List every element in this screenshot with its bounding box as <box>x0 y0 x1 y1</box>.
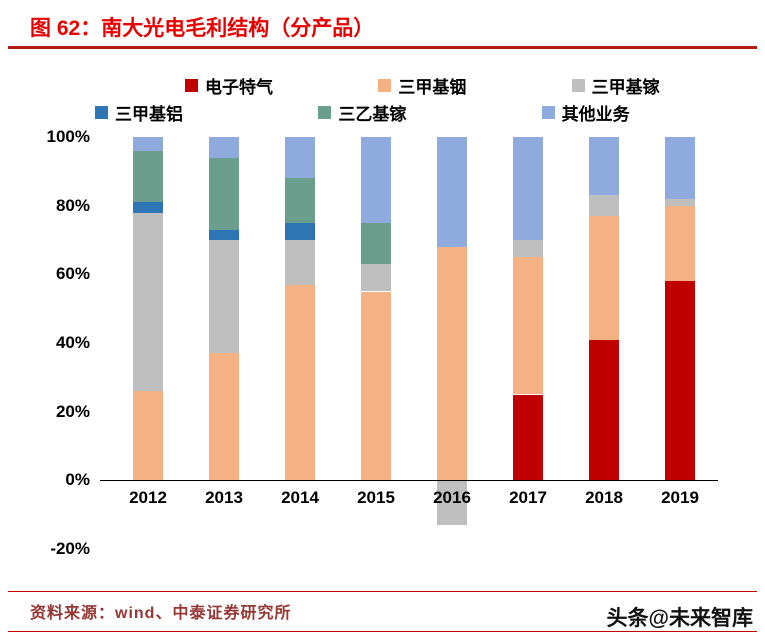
x-axis-label: 2017 <box>509 488 547 508</box>
bar-segment <box>361 137 391 223</box>
y-tick-label: 0% <box>65 470 90 490</box>
bar-segment <box>437 246 467 481</box>
footer-divider-bottom <box>8 631 757 632</box>
bar-segment <box>285 284 315 481</box>
bar-segment <box>133 391 163 481</box>
footer-divider-top <box>8 591 757 592</box>
legend-swatch <box>541 106 555 119</box>
bar-segment <box>589 215 619 340</box>
legend-item-4: 三乙基镓 <box>318 100 541 125</box>
bar-segment <box>209 240 239 354</box>
bar-segment <box>361 291 391 481</box>
legend-swatch <box>318 106 332 119</box>
legend-row: 三甲基铝 三乙基镓 其他业务 <box>0 99 765 126</box>
legend-item-1: 三甲基铟 <box>378 73 571 98</box>
legend-swatch <box>185 79 198 92</box>
bar-segment <box>513 394 543 481</box>
legend-label: 其他业务 <box>561 105 630 124</box>
legend-swatch <box>571 79 585 92</box>
legend-label: 电子特气 <box>205 78 273 97</box>
bar-segment <box>133 137 163 151</box>
y-axis-labels: 100% 80% 60% 40% 20% 0% -20% <box>0 0 92 638</box>
x-axis-label: 2012 <box>129 488 167 508</box>
watermark: 头条@未来智库 <box>606 607 753 630</box>
bar-segment <box>665 137 695 199</box>
x-axis-label: 2016 <box>433 488 471 508</box>
bar-segment <box>285 240 315 285</box>
source-text: 资料来源：wind、中泰证券研究所 <box>30 605 292 622</box>
legend-row: 电子特气 三甲基铟 三甲基镓 <box>0 72 765 99</box>
x-axis-line <box>100 480 718 482</box>
bar-segment <box>513 257 543 395</box>
stacked-bar-chart: 2012 2013 2014 2015 2016 2017 2018 2019 <box>100 137 718 597</box>
y-tick-label: -20% <box>50 539 90 558</box>
figure-title: 图 62：南大光电毛利结构（分产品） <box>30 17 375 40</box>
bar-segment <box>209 137 239 158</box>
bar-segment <box>133 150 163 203</box>
bar-segment <box>133 212 163 392</box>
legend-item-3: 三甲基铝 <box>95 100 318 125</box>
x-axis-label: 2014 <box>281 488 319 508</box>
legend-item-5: 其他业务 <box>541 100 765 125</box>
bar-segment <box>285 137 315 179</box>
bar-segment <box>513 137 543 240</box>
legend-label: 三甲基铟 <box>398 78 467 97</box>
bar-segment <box>665 205 695 282</box>
bar-segment <box>437 480 467 525</box>
x-axis-label: 2018 <box>585 488 623 508</box>
bar-segment <box>285 222 315 240</box>
bar-segment <box>133 202 163 213</box>
legend-swatch <box>95 106 108 119</box>
y-tick-label: 20% <box>55 401 90 421</box>
chart-legend: 电子特气 三甲基铟 三甲基镓三甲基铝 三乙基镓 其他业务 <box>0 72 765 126</box>
bar-segment <box>589 195 619 216</box>
title-divider <box>8 46 757 49</box>
x-axis-label: 2019 <box>661 488 699 508</box>
y-tick-label: 100% <box>46 127 90 146</box>
bar-segment <box>285 178 315 223</box>
bar-segment <box>209 157 239 230</box>
bar-segment <box>437 137 467 247</box>
bar-segment <box>513 240 543 258</box>
bar-segment <box>665 198 695 206</box>
bar-segment <box>589 339 619 481</box>
bar-segment <box>209 353 239 481</box>
bar-segment <box>209 229 239 240</box>
x-axis-label: 2013 <box>205 488 243 508</box>
y-tick-label: 60% <box>55 264 90 284</box>
bar-segment <box>361 264 391 292</box>
legend-label: 三乙基镓 <box>338 105 407 124</box>
legend-item-2: 三甲基镓 <box>571 73 765 98</box>
bar-segment <box>589 137 619 196</box>
legend-label: 三甲基铝 <box>115 105 183 124</box>
legend-label: 三甲基镓 <box>591 78 660 97</box>
x-axis-label: 2015 <box>357 488 395 508</box>
legend-item-0: 电子特气 <box>185 73 378 98</box>
bar-segment <box>665 281 695 481</box>
bar-segment <box>361 222 391 265</box>
y-tick-label: 80% <box>55 195 90 215</box>
y-tick-label: 40% <box>55 333 90 352</box>
legend-swatch <box>378 79 392 92</box>
